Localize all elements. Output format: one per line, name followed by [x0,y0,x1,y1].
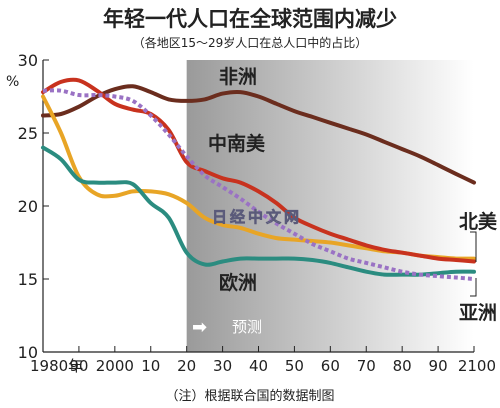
series-label-3: 北美 [459,210,498,233]
chart-subtitle: （各地区15～29岁人口在总人口中的占比） [133,35,368,50]
x-tick-label: 80 [393,357,412,375]
y-tick-label: 10 [18,343,38,362]
x-tick-label: 1980年 [30,357,83,375]
series-line-5 [42,88,475,281]
x-tick-label: 30 [213,357,232,375]
x-tick-label: 60 [321,357,340,375]
series-label-4: 欧洲 [219,271,257,294]
chart-title: 年轻一代人口在全球范围内减少 [103,7,397,31]
series-label-2: 中南美 [208,132,266,155]
y-tick-label: 25 [18,124,38,143]
forecast-label: 预测 [232,318,262,336]
y-tick-label: 30 [18,51,38,70]
source-note: （注）根据联合国的数据制图 [165,388,334,404]
x-tick-label: 2100 [458,357,496,375]
series-line-2 [41,77,476,264]
forecast-arrow-icon: ➡ [192,317,207,338]
x-tick-label: 2000 [96,357,134,375]
x-tick-label: 90 [69,357,88,375]
x-tick-label: 90 [429,357,448,375]
y-tick-label: 20 [18,197,38,216]
label-leader-asia [470,278,477,297]
x-tick-label: 40 [249,357,268,375]
forecast-marker: ➡ 预测 [192,317,262,338]
x-tick-label: 50 [285,357,304,375]
series-lines [41,77,476,281]
series-label-5: 亚洲 [459,302,497,324]
forecast-band [186,60,474,352]
x-tick-label: 70 [357,357,376,375]
series-line-1 [41,84,476,185]
watermark: 日经中文网 [212,208,302,226]
label-leader-north-america [470,231,477,262]
y-tick-label: 15 [18,270,38,289]
series-line-4 [41,145,476,277]
y-axis-unit: % [6,74,19,90]
x-tick-label: 10 [141,357,160,375]
series-label-1: 非洲 [219,66,257,88]
x-tick-label: 20 [177,357,196,375]
